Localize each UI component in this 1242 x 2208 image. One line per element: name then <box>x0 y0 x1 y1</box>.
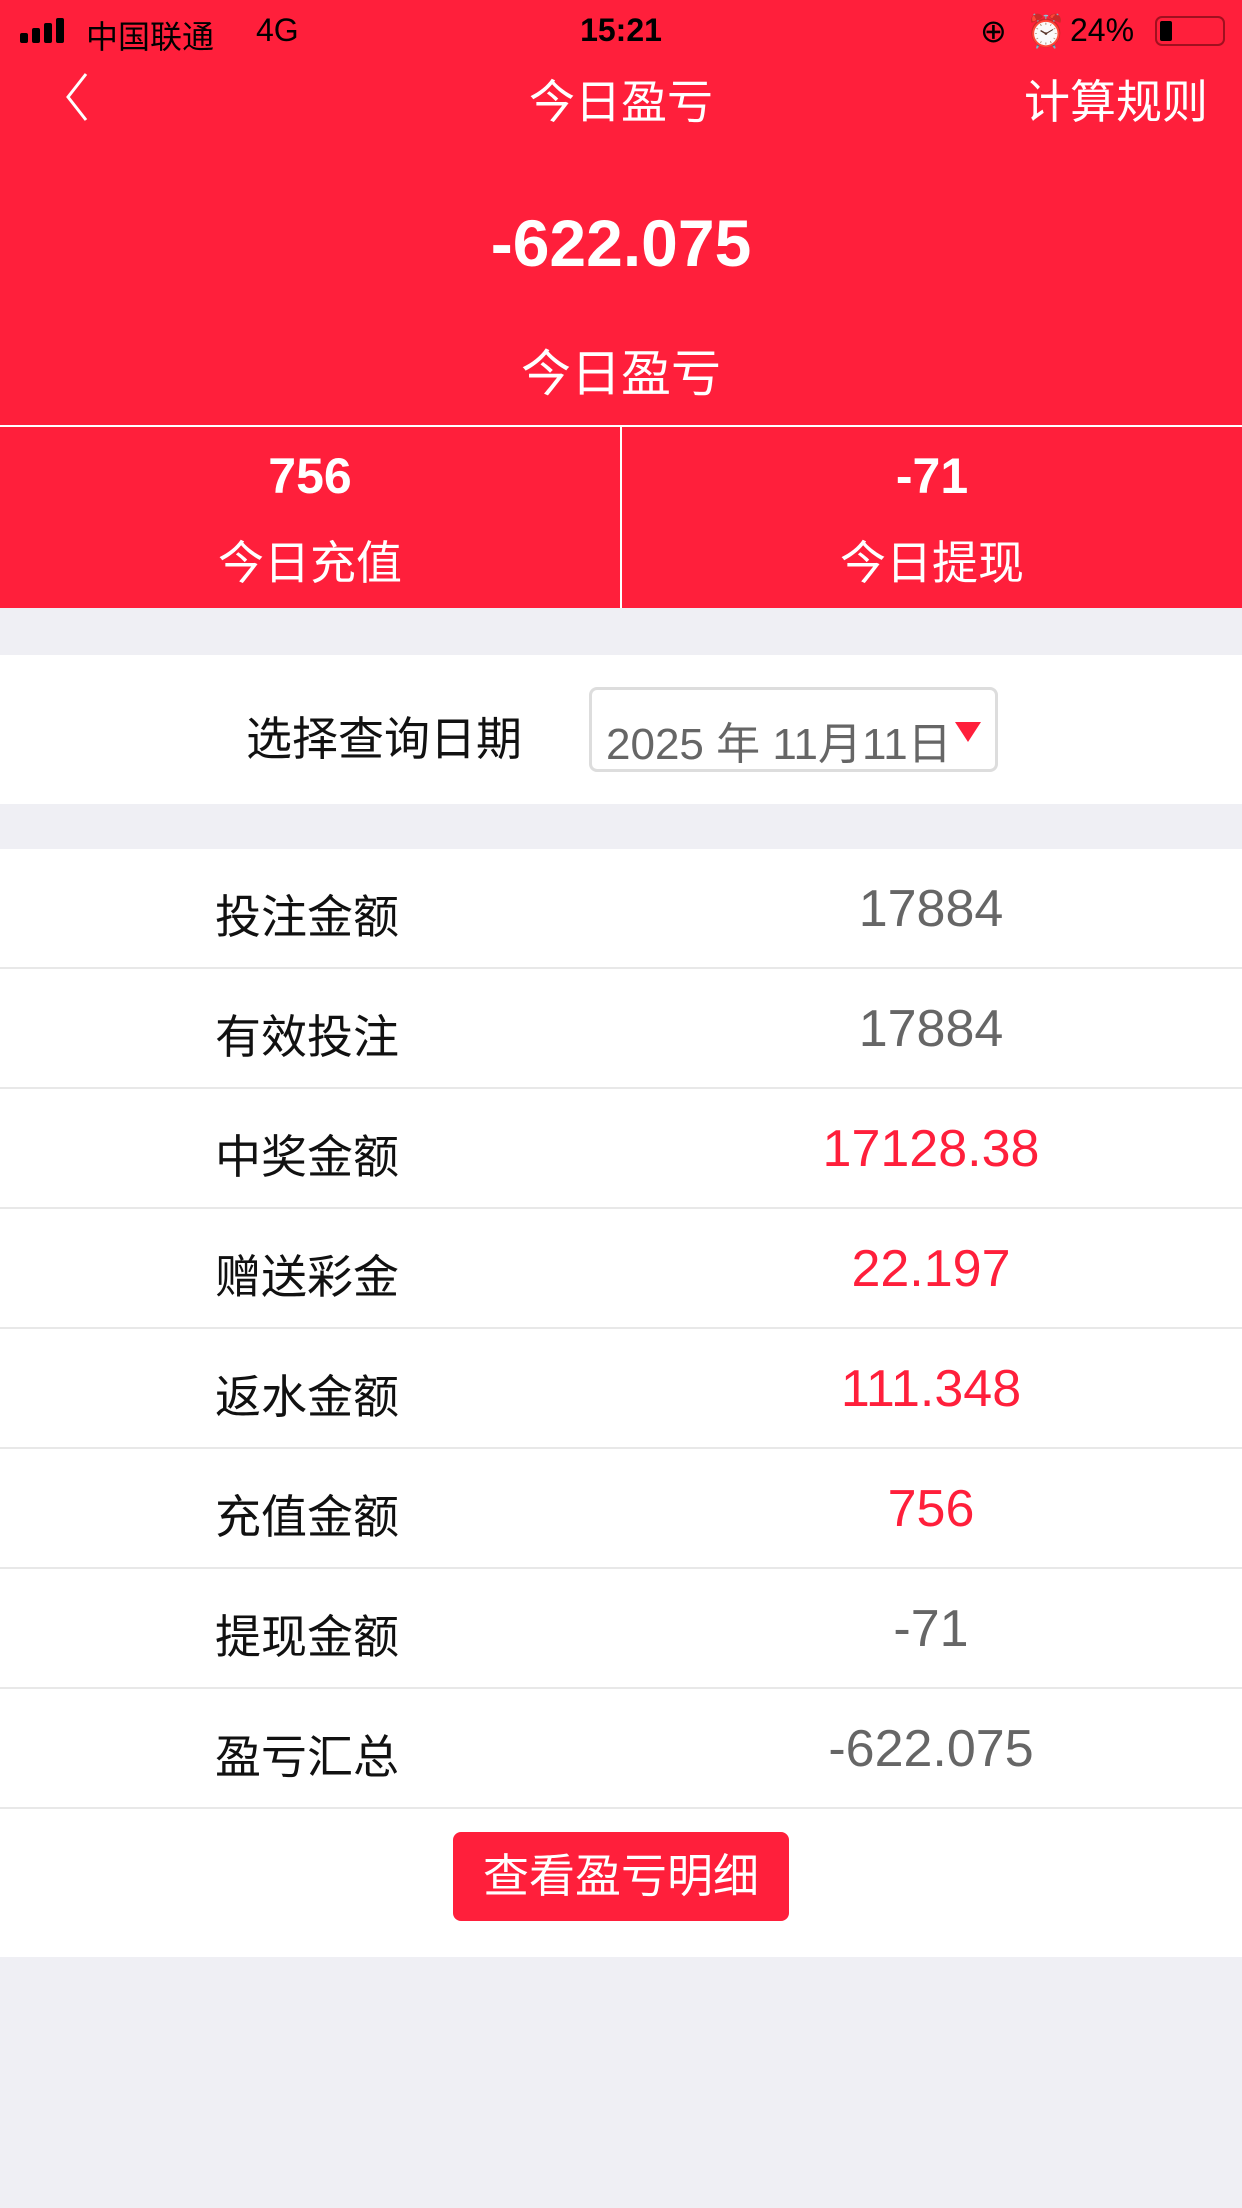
table-row: 返水金额 111.348 <box>0 1329 1242 1449</box>
row-label: 投注金额 <box>215 891 399 943</box>
row-value: 22.197 <box>851 1240 1011 1298</box>
row-label: 盈亏汇总 <box>215 1731 399 1783</box>
network-type: 4G <box>256 12 299 48</box>
stat-value: -71 <box>895 448 969 504</box>
date-value: 2025 年 11月11日 <box>606 720 952 769</box>
row-value: 17884 <box>858 880 1004 938</box>
date-filter: 选择查询日期 2025 年 11月11日 <box>0 655 1242 804</box>
row-label: 提现金额 <box>215 1611 399 1663</box>
row-value: 756 <box>887 1480 975 1538</box>
back-icon[interactable] <box>62 72 92 122</box>
today-profit-value: -622.075 <box>490 206 752 280</box>
calculation-rules-link[interactable]: 计算规则 <box>1024 76 1208 128</box>
row-label: 中奖金额 <box>215 1131 399 1183</box>
header: 中国联通 4G 15:21 ⊕ ⏰ 24% 今日盈亏 计算规则 -622.075… <box>0 0 1242 608</box>
status-bar: 中国联通 4G 15:21 ⊕ ⏰ 24% <box>0 0 1242 62</box>
today-withdraw-stat: -71 今日提现 <box>622 427 1242 608</box>
dropdown-arrow-icon <box>955 722 981 742</box>
clock: 15:21 <box>580 12 662 48</box>
table-row: 投注金额 17884 <box>0 849 1242 969</box>
view-details-button[interactable]: 查看盈亏明细 <box>453 1832 789 1921</box>
divider <box>0 425 1242 427</box>
row-label: 有效投注 <box>215 1011 399 1063</box>
alarm-icon: ⏰ <box>1026 13 1066 49</box>
date-select[interactable]: 2025 年 11月11日 <box>589 687 998 772</box>
row-value: 17884 <box>858 1000 1004 1058</box>
signal-icon <box>20 18 64 43</box>
today-profit-label: 今日盈亏 <box>521 346 721 402</box>
row-label: 赠送彩金 <box>215 1251 399 1303</box>
stat-label: 今日提现 <box>840 537 1024 589</box>
row-value: -71 <box>893 1600 969 1658</box>
today-deposit-stat: 756 今日充值 <box>0 427 620 608</box>
table-row: 中奖金额 17128.38 <box>0 1089 1242 1209</box>
rotation-lock-icon: ⊕ <box>980 13 1007 49</box>
button-area: 查看盈亏明细 <box>0 1809 1242 1957</box>
divider <box>620 427 622 608</box>
table-row: 赠送彩金 22.197 <box>0 1209 1242 1329</box>
stat-value: 756 <box>268 448 352 504</box>
row-label: 充值金额 <box>215 1491 399 1543</box>
stat-label: 今日充值 <box>218 537 402 589</box>
row-value: 111.348 <box>840 1360 1022 1418</box>
table-row: 有效投注 17884 <box>0 969 1242 1089</box>
date-filter-label: 选择查询日期 <box>246 713 522 765</box>
battery-percent: 24% <box>1070 12 1135 48</box>
row-value: 17128.38 <box>822 1120 1040 1178</box>
table-row: 提现金额 -71 <box>0 1569 1242 1689</box>
page-title: 今日盈亏 <box>529 76 713 128</box>
row-label: 返水金额 <box>215 1371 399 1423</box>
carrier: 中国联通 <box>86 19 215 55</box>
row-value: -622.075 <box>828 1720 1034 1778</box>
battery-icon <box>1155 16 1225 46</box>
profit-breakdown-table: 投注金额 17884 有效投注 17884 中奖金额 17128.38 赠送彩金 22.197… <box>0 849 1242 1809</box>
table-row: 充值金额 756 <box>0 1449 1242 1569</box>
table-row: 盈亏汇总 -622.075 <box>0 1689 1242 1809</box>
